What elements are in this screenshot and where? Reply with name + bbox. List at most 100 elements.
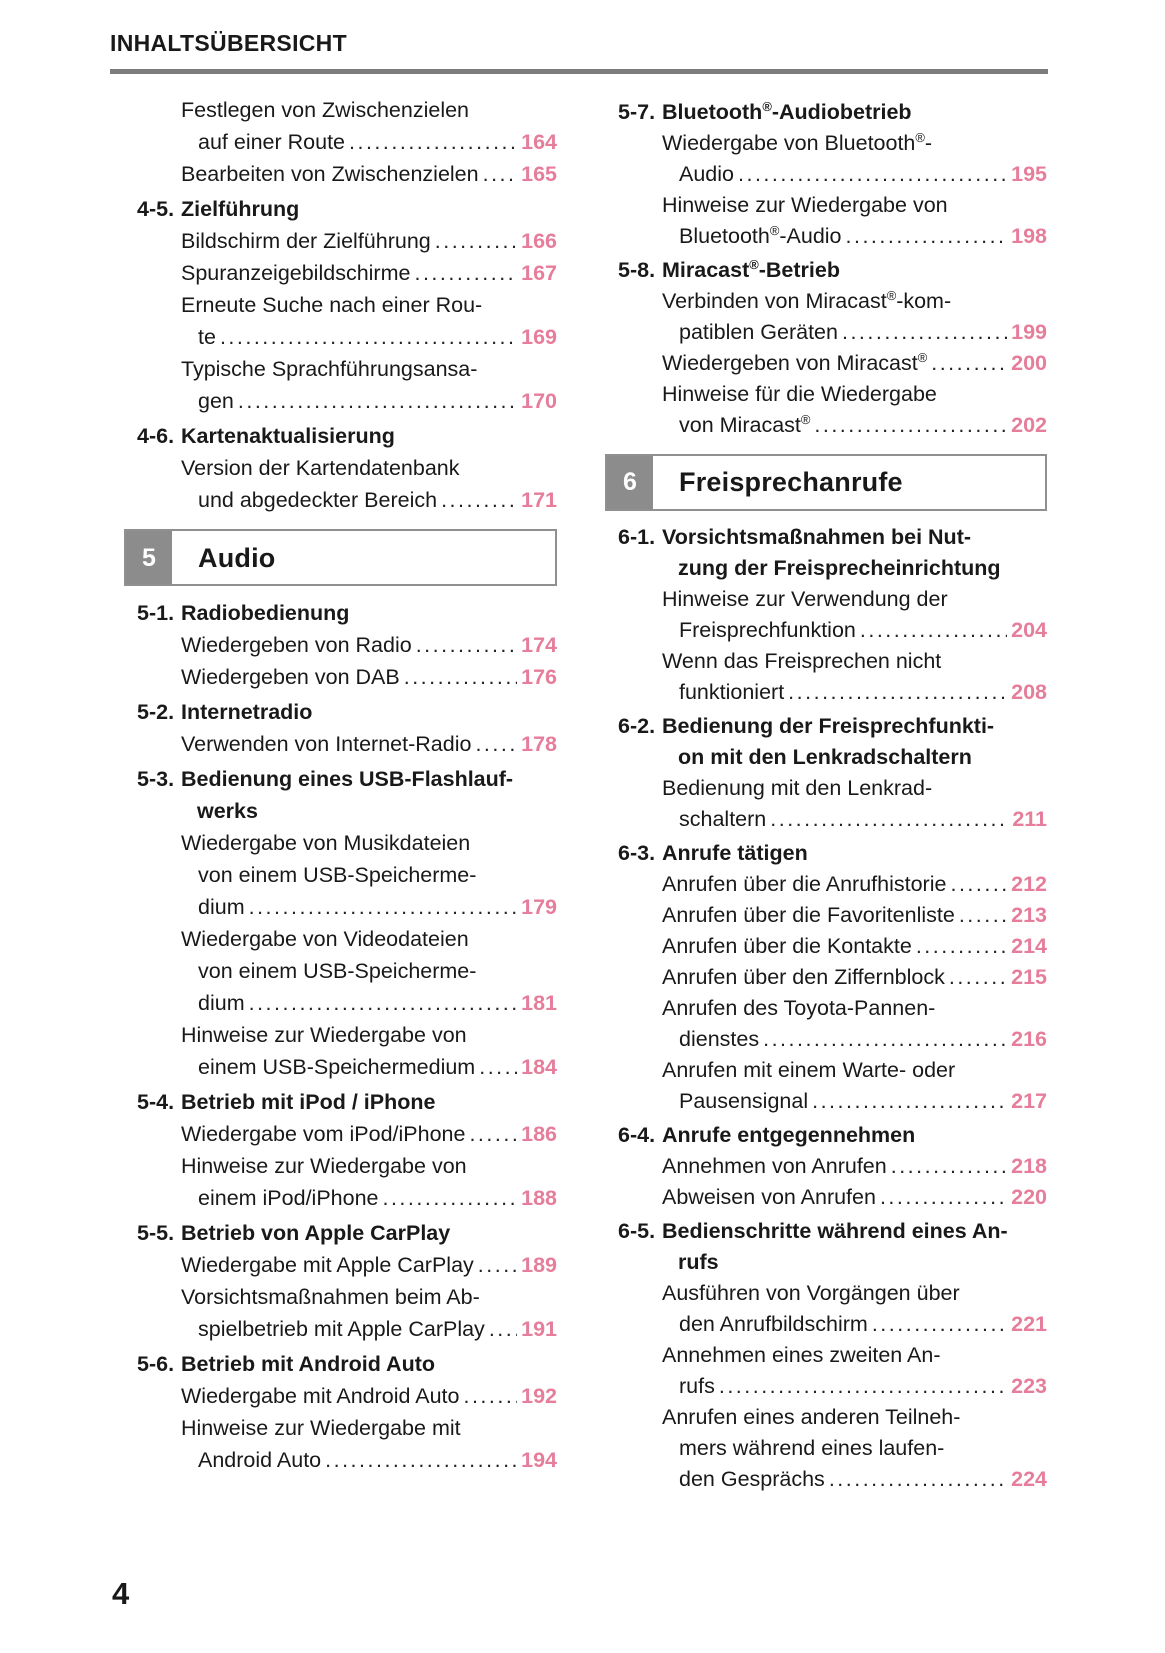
entry-text: te xyxy=(198,325,216,349)
entry-page-number: 224 xyxy=(1011,1467,1047,1491)
entry-text: funktioniert xyxy=(679,680,785,704)
toc-entry-line: Annehmen eines zweiten An- xyxy=(662,1340,1047,1371)
toc-entry: Hinweise zur Verwendung der Freisprechfun… xyxy=(591,584,1047,646)
entry-page-number: 221 xyxy=(1011,1312,1047,1336)
section-number: 5-2. xyxy=(137,700,175,724)
entry-page-number: 189 xyxy=(521,1253,557,1277)
entry-page-number: 188 xyxy=(521,1186,557,1210)
entry-text: Hinweise zur Wiedergabe von xyxy=(662,193,948,217)
toc-entry-line: Pausensignal 217 xyxy=(662,1086,1047,1117)
section-title: Betrieb von Apple CarPlay xyxy=(181,1221,451,1245)
toc-entry-line: Wiedergeben von Miracast® 200 xyxy=(662,348,1047,379)
contents-header: INHALTSÜBERSICHT xyxy=(110,30,347,56)
entry-page-number: 216 xyxy=(1011,1027,1047,1051)
dot-leader xyxy=(416,629,517,661)
entry-text: Annehmen von Anrufen xyxy=(662,1154,887,1178)
toc-entry-line: rufs 223 xyxy=(662,1371,1047,1402)
section-heading: 5-6. Betrieb mit Android Auto xyxy=(110,1348,557,1380)
entry-text: spielbetrieb mit Apple CarPlay xyxy=(198,1317,485,1341)
toc-entry-line: Hinweise zur Wiedergabe von xyxy=(181,1019,557,1051)
entry-text: gen xyxy=(198,389,234,413)
dot-leader xyxy=(916,931,1007,962)
section-title: Internetradio xyxy=(181,700,313,724)
toc-entry: Verwenden von Internet-Radio 178 xyxy=(110,728,557,760)
toc-entry-line: Hinweise für die Wiedergabe xyxy=(662,379,1047,410)
toc-entry-line: funktioniert 208 xyxy=(662,677,1047,708)
section-heading-line: 5-5. Betrieb von Apple CarPlay xyxy=(137,1217,557,1249)
chapter-number-badge: 6 xyxy=(607,456,653,509)
toc-entry-line: Hinweise zur Verwendung der xyxy=(662,584,1047,615)
dot-leader xyxy=(846,221,1008,252)
toc-entry-line: Anrufen eines anderen Teilneh- xyxy=(662,1402,1047,1433)
toc-entry-line: Anrufen über die Favoritenliste 213 xyxy=(662,900,1047,931)
dot-leader xyxy=(475,728,517,760)
entry-text: Annehmen eines zweiten An- xyxy=(662,1343,941,1367)
entry-page-number: 213 xyxy=(1011,903,1047,927)
entry-page-number: 198 xyxy=(1011,224,1047,248)
registered-trademark-symbol: ® xyxy=(915,129,925,145)
entry-text: von einem USB-Speicherme- xyxy=(198,959,477,983)
section-heading-line: 6-5. Bedienschritte während eines An- xyxy=(618,1216,1047,1247)
dot-leader xyxy=(435,225,517,257)
dot-leader xyxy=(249,987,518,1019)
registered-trademark-symbol: ® xyxy=(749,256,759,272)
toc-entry-line: dium 179 xyxy=(181,891,557,923)
toc-entry: Typische Sprachführungsansa-gen 170 xyxy=(110,353,557,417)
section-heading-line: 5-6. Betrieb mit Android Auto xyxy=(137,1348,557,1380)
section-title: Bluetooth®-Audiobetrieb xyxy=(662,98,912,124)
dot-leader xyxy=(382,1182,517,1214)
toc-entry-line: Wiedergabe von Bluetooth®- xyxy=(662,128,1047,159)
toc-entry-line: Android Auto 194 xyxy=(181,1444,557,1476)
entry-text: patiblen Geräten xyxy=(679,320,838,344)
section-heading-line: 6-2. Bedienung der Freisprechfunkti- xyxy=(618,711,1047,742)
entry-text: Bildschirm der Zielführung xyxy=(181,229,431,253)
chapter-box: 5 Audio xyxy=(124,529,557,586)
entry-page-number: 212 xyxy=(1011,872,1047,896)
section-number: 5-4. xyxy=(137,1090,175,1114)
entry-text: Vorsichtsmaßnahmen beim Ab- xyxy=(181,1285,480,1309)
entry-text: Anrufen über die Favoritenliste xyxy=(662,903,955,927)
entry-text: Abweisen von Anrufen xyxy=(662,1185,876,1209)
toc-entry: Spuranzeigebildschirme 167 xyxy=(110,257,557,289)
section-title-continuation: rufs xyxy=(678,1250,719,1274)
toc-entry: Verbinden von Miracast®-kom-patiblen Ger… xyxy=(591,286,1047,348)
section-heading: 5-3. Bedienung eines USB-Flashlauf-werks xyxy=(110,763,557,827)
section-number: 5-6. xyxy=(137,1352,175,1376)
section-title-continuation: zung der Freisprecheinrichtung xyxy=(678,556,1001,580)
entry-page-number: 186 xyxy=(521,1122,557,1146)
section-heading: 5-4. Betrieb mit iPod / iPhone xyxy=(110,1086,557,1118)
chapter-number-badge: 5 xyxy=(126,531,172,584)
section-heading: 6-4. Anrufe entgegennehmen xyxy=(591,1120,1047,1151)
section-number: 6-2. xyxy=(618,714,656,738)
section-number: 6-1. xyxy=(618,525,656,549)
section-title: Betrieb mit Android Auto xyxy=(181,1352,436,1376)
dot-leader xyxy=(880,1182,1007,1213)
toc-entry-line: und abgedeckter Bereich 171 xyxy=(181,484,557,516)
toc-entry-line: einem USB-Speichermedium 184 xyxy=(181,1051,557,1083)
toc-entry: Ausführen von Vorgängen über den Anrufbil… xyxy=(591,1278,1047,1340)
toc-entry-line: Hinweise zur Wiedergabe von xyxy=(181,1150,557,1182)
entry-text: Erneute Suche nach einer Rou- xyxy=(181,293,483,317)
toc-entry-line: Vorsichtsmaßnahmen beim Ab- xyxy=(181,1281,557,1313)
toc-entry: Wiedergeben von DAB 176 xyxy=(110,661,557,693)
section-number: 5-3. xyxy=(137,767,175,791)
chapter-title: Freisprechanrufe xyxy=(679,467,903,497)
entry-page-number: 214 xyxy=(1011,934,1047,958)
section-heading-line: 5-7. Bluetooth®-Audiobetrieb xyxy=(618,97,1047,128)
entry-text: von einem USB-Speicherme- xyxy=(198,863,477,887)
entry-text: Pausensignal xyxy=(679,1089,809,1113)
entry-page-number: 170 xyxy=(521,389,557,413)
toc-entry: Wiedergabe von Musikdateien von einem USB… xyxy=(110,827,557,923)
toc-entry-line: Verwenden von Internet-Radio 178 xyxy=(181,728,557,760)
entry-page-number: 192 xyxy=(521,1384,557,1408)
entry-text: auf einer Route xyxy=(198,130,346,154)
section-heading-line: 5-1. Radiobedienung xyxy=(137,597,557,629)
entry-text: mers während eines laufen- xyxy=(679,1436,945,1460)
toc-entry: Wiedergeben von Miracast® 200 xyxy=(591,348,1047,379)
entry-text: dium xyxy=(198,895,245,919)
toc-entry: Hinweise zur Wiedergabe mit Android Auto 1… xyxy=(110,1412,557,1476)
entry-text: Hinweise zur Wiedergabe mit xyxy=(181,1416,461,1440)
entry-text: und abgedeckter Bereich xyxy=(198,488,438,512)
toc-entry-line: Wiedergabe von Musikdateien xyxy=(181,827,557,859)
